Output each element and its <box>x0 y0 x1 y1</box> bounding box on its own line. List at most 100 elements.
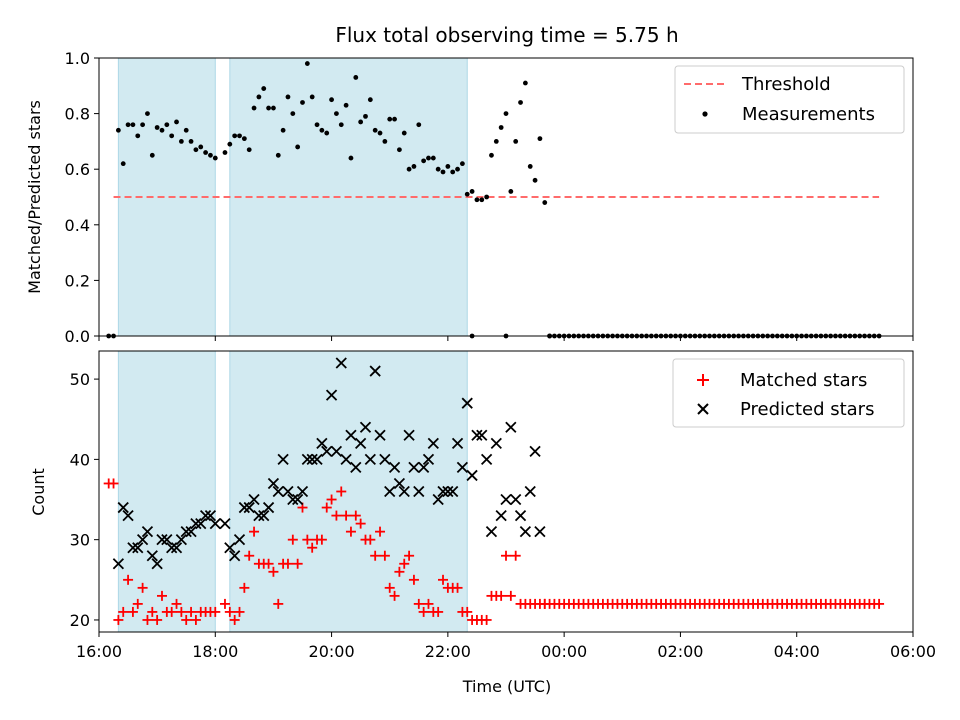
matched-star-point <box>316 534 327 545</box>
matched-star-point <box>423 598 434 609</box>
matched-star-point <box>413 598 424 609</box>
predicted-star-point <box>267 477 280 490</box>
matched-star-point <box>501 550 511 561</box>
matched-star-point <box>273 598 284 609</box>
measurement-point <box>338 122 344 128</box>
measurement-point <box>372 127 378 133</box>
bottom-shaded-interval <box>117 350 216 633</box>
matched-star-point <box>341 510 352 521</box>
matched-star-point <box>326 494 337 505</box>
measurement-point <box>479 197 485 203</box>
measurement-point <box>198 144 204 150</box>
predicted-star-point <box>301 453 313 466</box>
measurement-point <box>309 94 315 100</box>
predicted-star-point <box>393 477 406 490</box>
measurement-point <box>426 155 431 161</box>
matched-star-point <box>171 598 182 609</box>
measurement-point <box>120 161 126 167</box>
predicted-star-point <box>330 445 343 457</box>
predicted-star-point <box>359 421 372 433</box>
matched-star-point <box>336 486 347 497</box>
legend-matched-label: Matched stars <box>740 370 867 391</box>
matched-star-point <box>118 606 129 617</box>
measurement-point <box>363 113 368 119</box>
bottom-x-ticks: 16:00 18:00 20:00 22:00 00:00 02:00 04:00 06:00 <box>76 632 936 661</box>
measurement-point <box>513 139 519 144</box>
matched-star-point <box>496 590 507 601</box>
predicted-star-point <box>471 429 483 441</box>
predicted-star-point <box>117 501 129 514</box>
legend-predicted-swatch <box>697 403 709 415</box>
measurement-point <box>469 189 475 194</box>
measurement-point <box>392 116 397 122</box>
top-y-tick-label: 1.0 <box>65 49 90 68</box>
measurement-point <box>382 139 388 144</box>
matched-star-point <box>375 526 386 537</box>
predicted-star-point <box>350 461 362 474</box>
predicted-star-point <box>364 453 376 466</box>
predicted-star-point <box>408 461 420 474</box>
matched-star-point <box>166 606 177 617</box>
measurement-point <box>178 139 184 144</box>
bottom-y-tick-label: 40 <box>70 450 90 469</box>
predicted-star-point <box>146 550 158 562</box>
predicted-star-point <box>190 517 202 530</box>
matched-star-point <box>394 566 405 577</box>
measurement-point <box>464 191 470 197</box>
legend-predicted-label: Predicted stars <box>740 399 874 420</box>
predicted-star-point <box>258 509 270 522</box>
matched-star-point <box>113 614 124 625</box>
predicted-star-point <box>199 509 212 522</box>
measurement-point <box>397 147 402 153</box>
predicted-star-point <box>422 453 435 466</box>
predicted-star-point <box>248 493 260 506</box>
top-y-tick-label: 0.6 <box>65 160 90 179</box>
measurement-point <box>421 158 427 164</box>
top-y-ticks: 0.0 0.2 0.4 0.6 0.8 1.0 <box>65 49 99 346</box>
predicted-star-point <box>369 365 381 377</box>
predicted-star-point <box>209 517 221 530</box>
measurement-point <box>324 130 330 136</box>
predicted-star-point <box>311 453 323 466</box>
matched-star-point <box>307 542 318 553</box>
measurement-point <box>527 164 533 169</box>
measurement-point <box>459 161 465 167</box>
predicted-star-point <box>112 558 125 570</box>
predicted-star-point <box>466 469 478 482</box>
matched-star-point <box>452 582 463 593</box>
matched-star-point <box>404 550 415 561</box>
predicted-star-point <box>505 421 517 433</box>
predicted-star-point <box>495 509 507 522</box>
matched-star-point <box>176 606 187 617</box>
measurement-point <box>406 166 412 172</box>
predicted-star-point <box>151 558 163 570</box>
measurement-point <box>367 97 373 103</box>
measurement-point <box>353 75 359 80</box>
matched-star-point <box>505 590 516 601</box>
predicted-star-point <box>180 526 192 538</box>
measurement-point <box>411 164 417 169</box>
x-tick-label: 22:00 <box>425 642 471 661</box>
predicted-star-point <box>185 526 197 538</box>
measurement-point <box>474 197 480 203</box>
matched-star-point <box>418 606 429 617</box>
bottom-y-axis-label: Count <box>29 468 48 516</box>
measurement-point <box>377 130 383 136</box>
matched-star-point <box>137 582 148 593</box>
legend-measurements-swatch <box>702 111 708 117</box>
matched-star-point <box>408 574 419 585</box>
matched-star-point <box>239 582 250 593</box>
matched-star-point <box>345 526 356 537</box>
matched-star-point <box>433 606 444 617</box>
predicted-star-point <box>480 453 493 466</box>
predicted-star-point <box>345 429 357 441</box>
measurement-point <box>115 127 121 133</box>
predicted-star-point <box>374 429 386 441</box>
predicted-star-point <box>490 437 502 449</box>
predicted-star-point <box>238 501 250 514</box>
bottom-legend-box <box>672 358 905 428</box>
measurement-point <box>445 164 451 169</box>
predicted-star-point <box>413 485 425 498</box>
measurement-point <box>348 155 354 161</box>
matched-star-point <box>219 598 230 609</box>
